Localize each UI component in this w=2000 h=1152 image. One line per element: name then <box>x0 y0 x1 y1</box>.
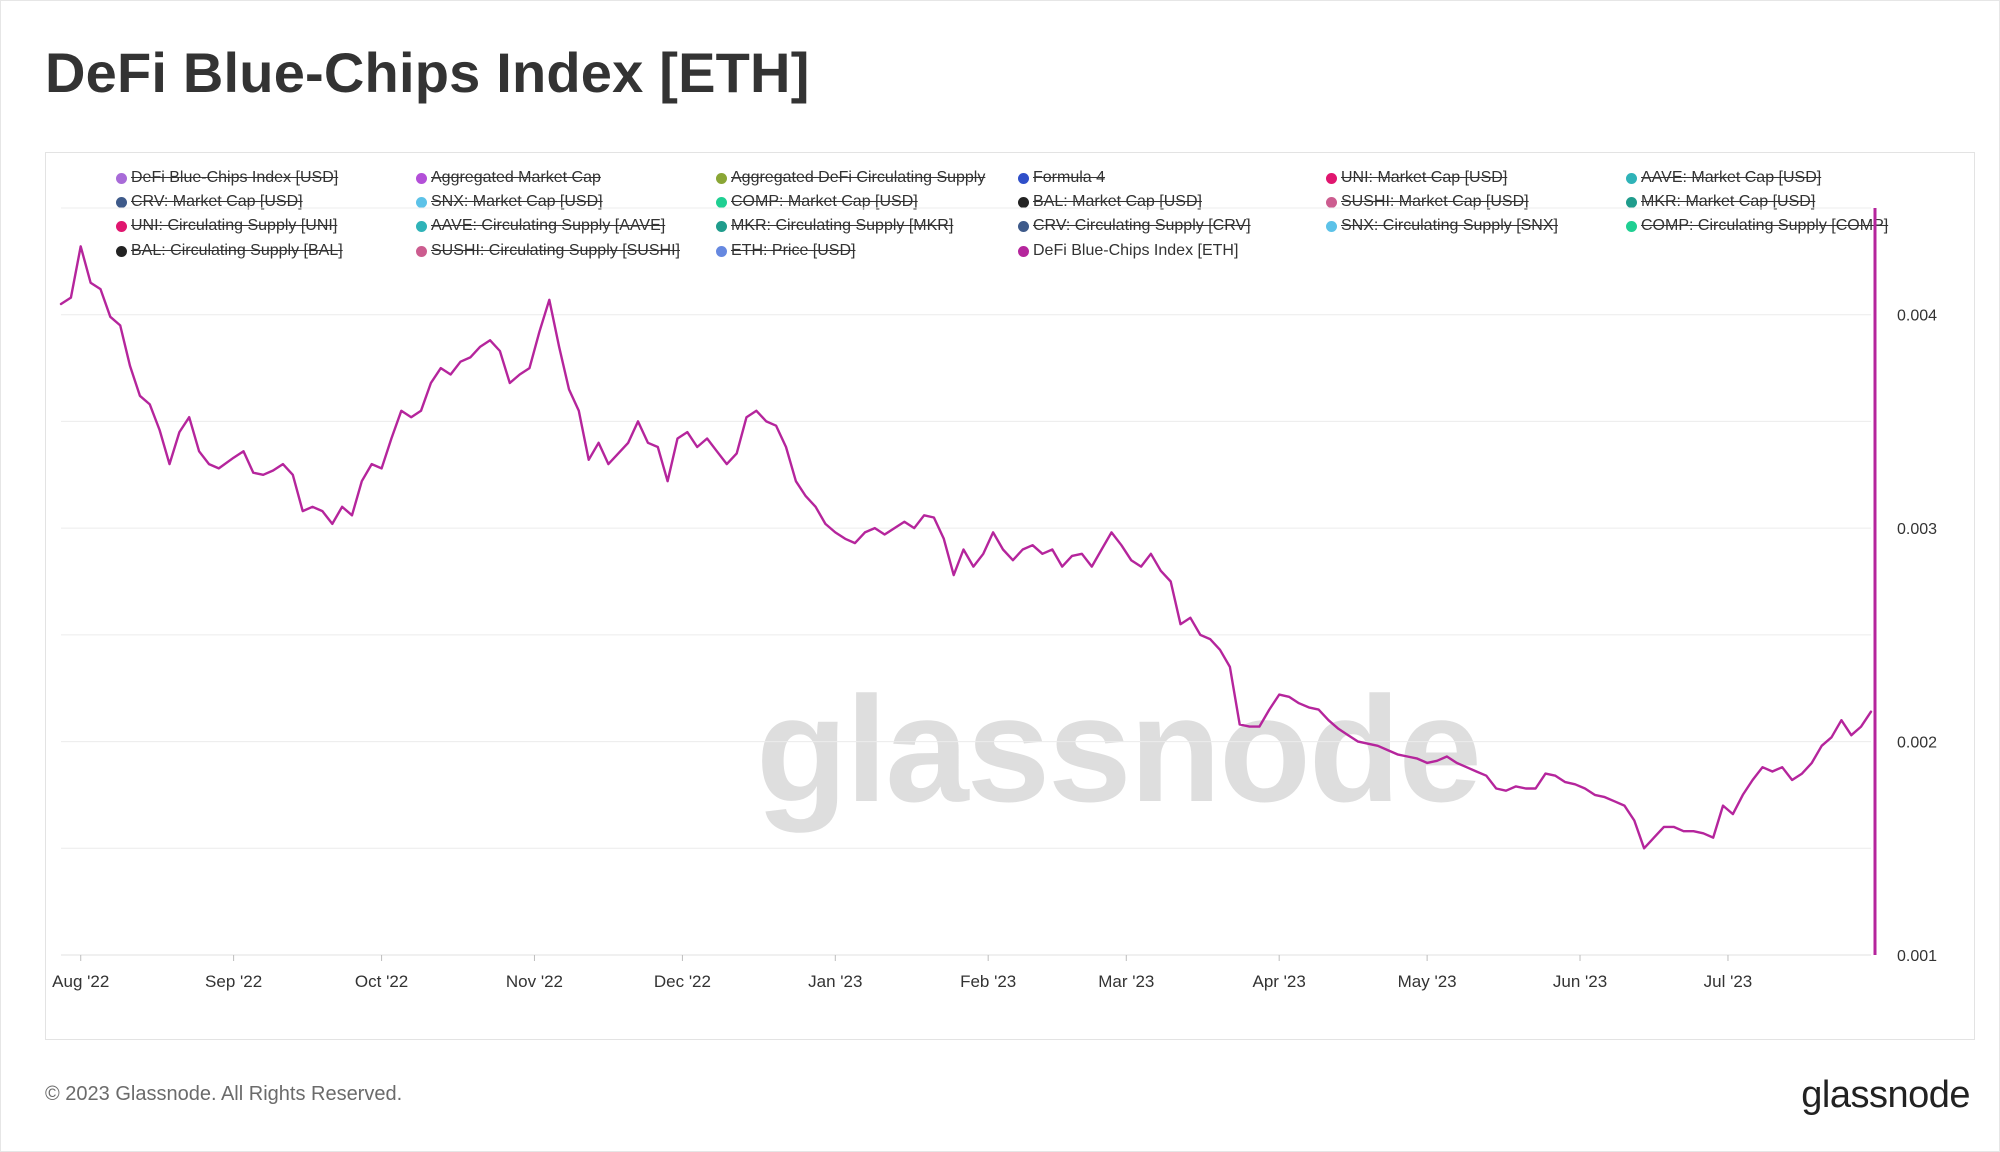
series-line <box>59 245 1873 850</box>
x-tick-label: Oct '22 <box>355 972 408 991</box>
x-tick-label: Nov '22 <box>506 972 563 991</box>
legend-item[interactable]: MKR: Circulating Supply [MKR] <box>716 217 953 235</box>
legend-label: Aggregated Market Cap <box>431 169 601 186</box>
legend-label: MKR: Circulating Supply [MKR] <box>731 217 954 234</box>
legend-dot-icon <box>1326 220 1337 232</box>
x-tick-label: Jul '23 <box>1704 972 1753 991</box>
legend-item[interactable]: UNI: Circulating Supply [UNI] <box>116 217 337 235</box>
legend-dot-icon <box>1626 172 1637 184</box>
legend-dot-icon <box>416 172 427 184</box>
legend-label: Formula 4 <box>1033 169 1106 186</box>
legend-label: BAL: Circulating Supply [BAL] <box>131 242 343 259</box>
x-tick-label: Dec '22 <box>654 972 711 991</box>
legend-item[interactable]: BAL: Market Cap [USD] <box>1018 193 1202 211</box>
legend-label: BAL: Market Cap [USD] <box>1033 193 1202 210</box>
legend-item[interactable]: Aggregated DeFi Circulating Supply <box>716 169 985 187</box>
legend-label: AAVE: Market Cap [USD] <box>1641 169 1822 186</box>
legend-item[interactable]: CRV: Market Cap [USD] <box>116 193 303 211</box>
legend-item[interactable]: AAVE: Circulating Supply [AAVE] <box>416 217 665 235</box>
legend-label: Aggregated DeFi Circulating Supply <box>731 169 986 186</box>
x-tick-label: Feb '23 <box>960 972 1016 991</box>
legend-label: UNI: Market Cap [USD] <box>1341 169 1508 186</box>
x-tick-label: Apr '23 <box>1253 972 1306 991</box>
legend-item[interactable]: UNI: Market Cap [USD] <box>1326 169 1507 187</box>
x-tick-label: Mar '23 <box>1098 972 1154 991</box>
legend-label: COMP: Market Cap [USD] <box>731 193 918 210</box>
legend-dot-icon <box>716 196 727 208</box>
x-tick-label: Aug '22 <box>52 972 109 991</box>
legend-label: AAVE: Circulating Supply [AAVE] <box>431 217 666 234</box>
legend-dot-icon <box>1018 172 1029 184</box>
legend-dot-icon <box>416 196 427 208</box>
chart-watermark: glassnode <box>756 665 1482 833</box>
footer-copyright: © 2023 Glassnode. All Rights Reserved. <box>45 1083 403 1105</box>
y-tick-label: 0.003 <box>1897 521 1937 538</box>
legend-dot-icon <box>1018 245 1029 257</box>
legend-dot-icon <box>116 196 127 208</box>
legend-item[interactable]: COMP: Circulating Supply [COMP] <box>1626 217 1888 235</box>
legend-label: ETH: Price [USD] <box>731 242 856 259</box>
chart-frame: glassnode DeFi Blue-Chips Index [USD] Agg… <box>45 152 1975 1040</box>
legend-item[interactable]: SNX: Circulating Supply [SNX] <box>1326 217 1558 235</box>
legend-item[interactable]: Aggregated Market Cap <box>416 169 601 187</box>
legend-dot-icon <box>116 172 127 184</box>
legend-dot-icon <box>716 220 727 232</box>
legend-label: UNI: Circulating Supply [UNI] <box>131 217 338 234</box>
legend-label: SUSHI: Circulating Supply [SUSHI] <box>431 242 680 259</box>
legend-label: DeFi Blue-Chips Index [ETH] <box>1033 242 1239 259</box>
page-title: DeFi Blue-Chips Index [ETH] <box>45 41 810 104</box>
legend-label: SUSHI: Market Cap [USD] <box>1341 193 1529 210</box>
legend-item[interactable]: ETH: Price [USD] <box>716 242 855 260</box>
legend-dot-icon <box>1326 172 1337 184</box>
legend-label: SNX: Market Cap [USD] <box>431 193 603 210</box>
legend-item[interactable]: MKR: Market Cap [USD] <box>1626 193 1815 211</box>
legend-dot-icon <box>116 220 127 232</box>
legend-dot-icon <box>416 220 427 232</box>
legend-dot-icon <box>416 245 427 257</box>
legend-label: SNX: Circulating Supply [SNX] <box>1341 217 1558 234</box>
legend-item[interactable]: SNX: Market Cap [USD] <box>416 193 603 211</box>
legend-dot-icon <box>1018 196 1029 208</box>
legend-label: CRV: Market Cap [USD] <box>131 193 303 210</box>
legend-item[interactable]: DeFi Blue-Chips Index [ETH] <box>1018 242 1238 260</box>
legend-dot-icon <box>1018 220 1029 232</box>
legend-item[interactable]: Formula 4 <box>1018 169 1105 187</box>
legend-label: COMP: Circulating Supply [COMP] <box>1641 217 1889 234</box>
legend-dot-icon <box>1326 196 1337 208</box>
legend-dot-icon <box>716 172 727 184</box>
y-tick-label: 0.002 <box>1897 735 1937 752</box>
y-tick-label: 0.004 <box>1897 308 1937 325</box>
legend-item[interactable]: COMP: Market Cap [USD] <box>716 193 918 211</box>
legend-item[interactable]: SUSHI: Market Cap [USD] <box>1326 193 1529 211</box>
footer-logo[interactable]: glassnode <box>1801 1074 1970 1116</box>
legend-item[interactable]: SUSHI: Circulating Supply [SUSHI] <box>416 242 680 260</box>
x-tick-label: May '23 <box>1398 972 1457 991</box>
x-tick-label: Jan '23 <box>808 972 862 991</box>
legend-item[interactable]: DeFi Blue-Chips Index [USD] <box>116 169 338 187</box>
x-tick-label: Jun '23 <box>1553 972 1607 991</box>
legend-dot-icon <box>116 245 127 257</box>
legend-item[interactable]: BAL: Circulating Supply [BAL] <box>116 242 343 260</box>
legend-item[interactable]: CRV: Circulating Supply [CRV] <box>1018 217 1251 235</box>
legend-label: MKR: Market Cap [USD] <box>1641 193 1816 210</box>
line-chart: Aug '22 Sep '22 Oct '22 Nov '22 Dec '22 Jan '… <box>52 207 1937 991</box>
y-tick-label: 0.001 <box>1897 948 1937 965</box>
legend-dot-icon <box>716 245 727 257</box>
legend-item[interactable]: AAVE: Market Cap [USD] <box>1626 169 1821 187</box>
legend-label: CRV: Circulating Supply [CRV] <box>1033 217 1251 234</box>
legend-dot-icon <box>1626 220 1637 232</box>
legend-label: DeFi Blue-Chips Index [USD] <box>131 169 339 186</box>
x-tick-label: Sep '22 <box>205 972 262 991</box>
legend-dot-icon <box>1626 196 1637 208</box>
